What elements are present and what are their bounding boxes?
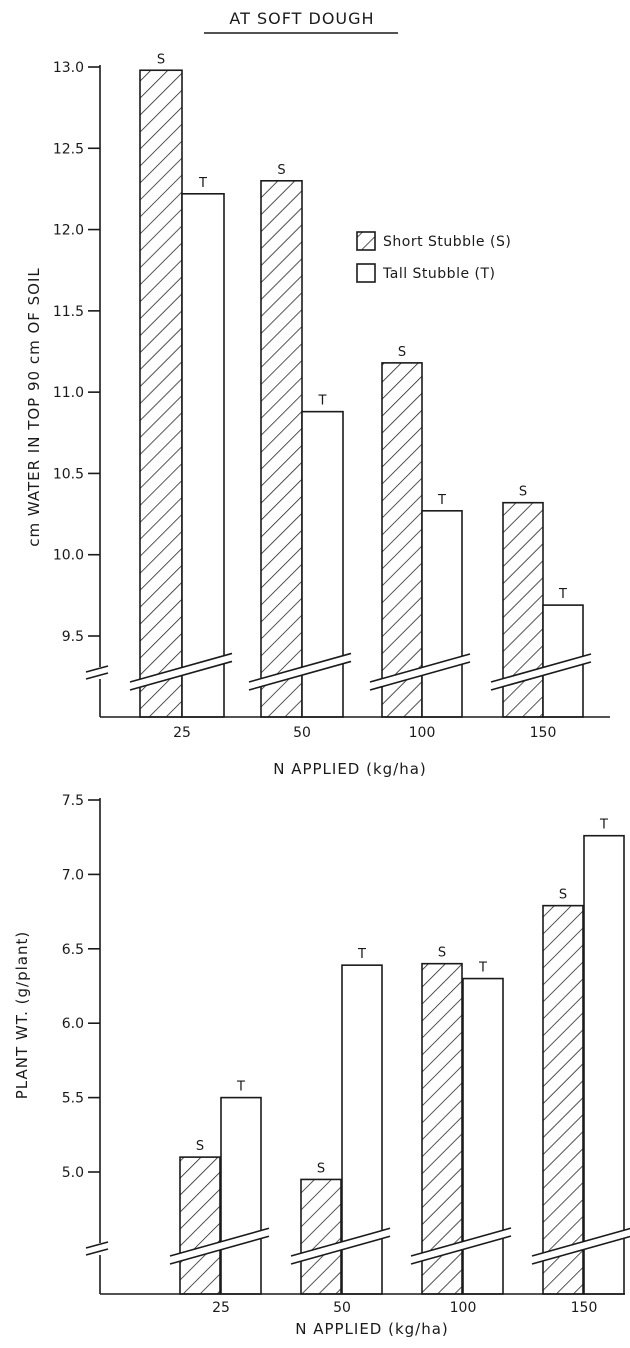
bar-label-s-25: S (157, 52, 165, 67)
y-tick-label: 7.0 (62, 867, 84, 883)
axis-break-line (290, 1227, 391, 1257)
axis-break-line (531, 1227, 630, 1257)
axis-break-band (249, 653, 351, 690)
y-tick-label: 12.5 (53, 141, 84, 157)
bar-short-stubble-150 (542, 904, 584, 1295)
y-tick-label: 10.5 (53, 466, 84, 482)
bar-label-t-50: T (357, 947, 366, 962)
axis-break-line (248, 652, 352, 683)
bar-label-s-25: S (196, 1139, 204, 1154)
bar-label-s-100: S (398, 345, 406, 360)
x-tick-label: 150 (530, 725, 557, 741)
y-tick-label: 6.5 (62, 942, 84, 958)
chart-2-axes (85, 798, 630, 1295)
bar-label-s-50: S (277, 163, 285, 178)
bar-label-s-150: S (519, 485, 527, 500)
chart-2-y-axis-label: PLANT WT. (g/plant) (13, 931, 31, 1099)
axis-break-line (169, 1227, 270, 1257)
legend-swatch-short-stubble (356, 231, 376, 251)
x-tick-label: 100 (450, 1300, 477, 1316)
chart-1-legend: Short Stubble (S) Tall Stubble (T) (356, 231, 511, 283)
chart-1-x-ticks: 25 50 100 150 (173, 725, 556, 741)
x-tick-label: 50 (293, 725, 311, 741)
bar-tall-stubble-150 (583, 834, 625, 1295)
chart-2-y-ticks: 5.0 5.5 6.0 6.5 7.0 7.5 (62, 793, 100, 1181)
x-tick-label: 100 (409, 725, 436, 741)
axis-break-line (410, 1235, 512, 1265)
axis-break-band (411, 1228, 511, 1264)
y-tick-label: 10.0 (53, 548, 84, 564)
bar-label-t-50: T (318, 394, 327, 409)
axis-break-band (491, 654, 591, 690)
chart-2-bars: S T S T S T S T (179, 818, 625, 1295)
bar-label-t-25: T (198, 176, 207, 191)
chart-1-bars: S T S T S T S T (139, 52, 584, 718)
y-axis-break-mark (85, 1241, 109, 1249)
chart-1-x-axis-label: N APPLIED (kg/ha) (273, 760, 427, 778)
bar-tall-stubble-100 (421, 510, 463, 718)
bar-label-s-100: S (438, 946, 446, 961)
y-tick-label: 9.5 (62, 629, 84, 645)
bar-label-t-150: T (599, 818, 608, 833)
axis-break-line (369, 661, 471, 691)
legend-swatch-tall-stubble (356, 263, 376, 283)
chart-2-x-axis-label: N APPLIED (kg/ha) (295, 1320, 449, 1338)
bar-short-stubble-100 (381, 362, 423, 718)
chart-1-title: AT SOFT DOUGH (229, 9, 374, 28)
chart-1: AT SOFT DOUGH cm WATER IN TOP 90 cm OF S… (25, 9, 610, 778)
y-tick-label: 5.0 (62, 1165, 84, 1181)
bar-label-t-100: T (437, 493, 446, 508)
x-tick-label: 150 (571, 1300, 598, 1316)
bar-tall-stubble-25 (220, 1096, 262, 1295)
bar-short-stubble-25 (139, 69, 183, 718)
y-tick-label: 11.0 (53, 385, 84, 401)
chart-2: PLANT WT. (g/plant) N APPLIED (kg/ha) 5.… (13, 793, 630, 1338)
bar-label-s-50: S (317, 1161, 325, 1176)
bar-short-stubble-50 (300, 1178, 342, 1295)
legend-label-short-stubble: Short Stubble (S) (383, 234, 511, 250)
bar-label-s-150: S (559, 888, 567, 903)
y-tick-label: 12.0 (53, 223, 84, 239)
bar-short-stubble-50 (260, 180, 303, 718)
axis-break-line (531, 1235, 630, 1265)
bar-short-stubble-25 (179, 1156, 221, 1295)
axis-break-line (290, 1235, 391, 1265)
y-axis-break-mark (85, 665, 109, 673)
y-tick-label: 6.0 (62, 1016, 84, 1032)
chart-1-axes (85, 65, 610, 718)
bar-short-stubble-100 (421, 962, 463, 1295)
axis-break-line (248, 660, 352, 691)
y-tick-label: 11.5 (53, 304, 84, 320)
bar-label-t-25: T (236, 1080, 245, 1095)
axis-break-band (170, 1228, 269, 1264)
axis-break-band (130, 653, 232, 690)
y-tick-label: 7.5 (62, 793, 84, 809)
bar-tall-stubble-25 (181, 193, 225, 718)
chart-1-y-axis-label: cm WATER IN TOP 90 cm OF SOIL (25, 267, 43, 547)
axis-break-band (291, 1228, 390, 1264)
x-tick-label: 50 (333, 1300, 351, 1316)
axis-break-line (369, 653, 471, 683)
axis-break-line (490, 661, 592, 691)
axis-break-line (490, 653, 592, 683)
axis-break-band (532, 1228, 630, 1264)
chart-2-x-ticks: 25 50 100 150 (212, 1300, 597, 1316)
y-axis-break-mark (85, 672, 109, 680)
y-axis-break-mark (85, 1248, 109, 1256)
axis-break-line (129, 660, 233, 691)
x-tick-label: 25 (212, 1300, 230, 1316)
axis-break-line (169, 1235, 270, 1265)
bar-label-t-100: T (478, 961, 487, 976)
x-tick-label: 25 (173, 725, 191, 741)
axis-break-band (370, 654, 470, 690)
legend-label-tall-stubble: Tall Stubble (T) (382, 266, 496, 282)
y-tick-label: 5.5 (62, 1091, 84, 1107)
y-tick-label: 13.0 (53, 60, 84, 76)
chart-1-y-ticks: 9.5 10.0 10.5 11.0 11.5 12.0 12.5 13.0 (53, 60, 100, 645)
axis-break-line (129, 652, 233, 683)
bar-label-t-150: T (558, 587, 567, 602)
axis-break-line (410, 1227, 512, 1257)
